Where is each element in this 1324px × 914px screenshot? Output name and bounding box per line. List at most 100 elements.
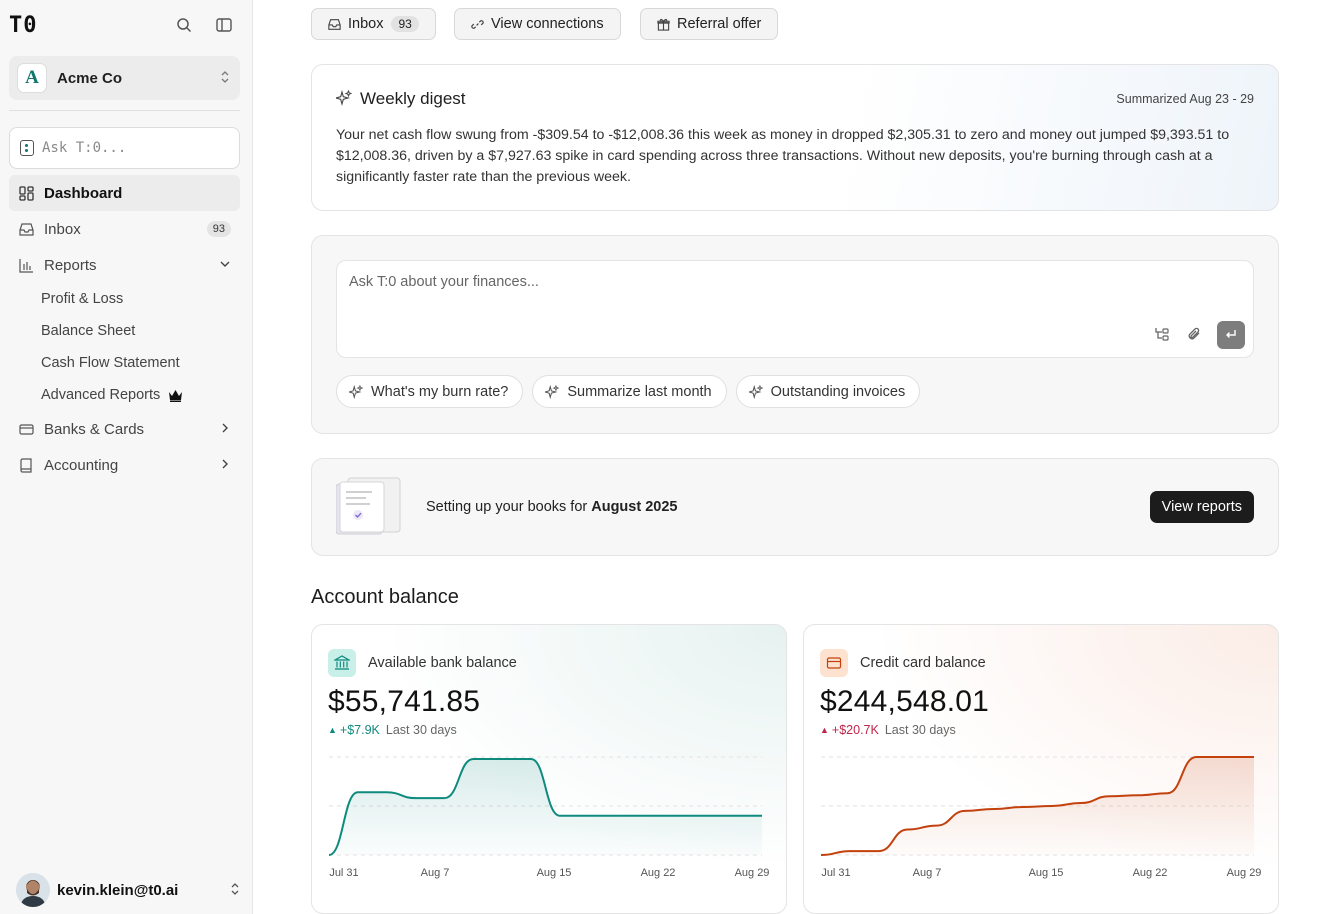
- credit-card-balance-delta: +$20.7K: [831, 723, 879, 737]
- sidebar-item-label: Banks & Cards: [44, 420, 145, 438]
- chat-input[interactable]: [337, 261, 1253, 321]
- ask-box[interactable]: [9, 127, 240, 169]
- bank-icon: [328, 649, 356, 677]
- send-button[interactable]: [1217, 321, 1245, 349]
- x-tick-label: Jul 31: [329, 867, 358, 879]
- digest-date-range: Summarized Aug 23 - 29: [1116, 92, 1254, 106]
- suggestion-chip[interactable]: Summarize last month: [532, 375, 727, 408]
- sidebar-subitem-profit-loss[interactable]: Profit & Loss: [9, 283, 240, 315]
- suggestion-label: Outstanding invoices: [770, 383, 906, 400]
- x-tick-label: Aug 15: [537, 867, 572, 879]
- sidebar-item-dashboard[interactable]: Dashboard: [9, 175, 240, 211]
- org-avatar: A: [17, 63, 47, 93]
- bank-balance-delta: +$7.9K: [339, 723, 380, 737]
- credit-card-balance-card[interactable]: Credit card balance $244,548.01 ▲ +$20.7…: [803, 624, 1279, 914]
- bank-balance-chart: Jul 31 Aug 7 Aug 15 Aug 22 Aug 29: [328, 756, 770, 879]
- books-period: August 2025: [591, 499, 678, 515]
- x-tick-label: Aug 15: [1029, 867, 1064, 879]
- view-connections-label: View connections: [491, 16, 604, 32]
- sidebar-nav: Dashboard Inbox 93 Reports Profit & Loss…: [9, 175, 240, 483]
- inbox-button[interactable]: Inbox 93: [311, 8, 436, 40]
- link-icon: [471, 18, 484, 31]
- sidebar-item-reports[interactable]: Reports: [9, 247, 240, 283]
- x-tick-label: Aug 7: [421, 867, 450, 879]
- ask-input[interactable]: [42, 140, 222, 156]
- inbox-count-badge: 93: [206, 221, 231, 237]
- x-tick-label: Aug 22: [641, 867, 676, 879]
- view-reports-button[interactable]: View reports: [1149, 491, 1254, 523]
- credit-card-icon: [820, 649, 848, 677]
- series-area: [821, 757, 1254, 855]
- sidebar: T0 A Acme Co Dashboard Inbox 93: [0, 0, 253, 914]
- credit-card-icon: [18, 421, 34, 437]
- books-setup-prefix: Setting up your books for: [426, 499, 592, 515]
- bank-balance-label: Available bank balance: [368, 655, 517, 671]
- suggestion-label: What's my burn rate?: [371, 383, 509, 400]
- credit-card-balance-period: Last 30 days: [884, 723, 956, 737]
- sidebar-item-label: Accounting: [44, 456, 119, 474]
- sparkles-icon: [748, 384, 763, 399]
- inbox-icon: [18, 221, 34, 237]
- x-tick-label: Aug 29: [735, 867, 770, 879]
- digest-title: Weekly digest: [360, 89, 466, 108]
- sidebar-subitem-label: Cash Flow Statement: [41, 355, 180, 371]
- org-switcher[interactable]: A Acme Co: [9, 56, 240, 100]
- documents-illustration-icon: [335, 476, 402, 539]
- x-tick-label: Aug 22: [1133, 867, 1168, 879]
- avatar: [16, 873, 50, 907]
- inbox-icon: [328, 18, 341, 31]
- sidebar-item-banks-cards[interactable]: Banks & Cards: [9, 411, 240, 447]
- enter-icon: [1226, 330, 1236, 338]
- x-tick-label: Jul 31: [821, 867, 850, 879]
- referral-offer-button[interactable]: Referral offer: [640, 8, 779, 40]
- divider: [9, 110, 240, 111]
- arrow-up-icon: ▲: [820, 725, 829, 735]
- tree-structure-icon[interactable]: [1153, 325, 1171, 343]
- user-email: kevin.klein@t0.ai: [57, 881, 179, 899]
- ask-finances-card: What's my burn rate? Summarize last mont…: [311, 235, 1279, 434]
- gift-icon: [657, 18, 670, 31]
- inbox-count-badge: 93: [391, 16, 419, 32]
- app-logo[interactable]: T0: [9, 13, 38, 38]
- sidebar-item-inbox[interactable]: Inbox 93: [9, 211, 240, 247]
- sidebar-subitem-balance-sheet[interactable]: Balance Sheet: [9, 315, 240, 347]
- sidebar-toggle-icon[interactable]: [215, 16, 233, 34]
- bank-balance-card[interactable]: Available bank balance $55,741.85 ▲ +$7.…: [311, 624, 787, 914]
- sparkles-icon: [333, 89, 353, 109]
- dashboard-icon: [18, 185, 34, 201]
- org-name: Acme Co: [57, 69, 123, 87]
- sidebar-subitem-cash-flow[interactable]: Cash Flow Statement: [9, 347, 240, 379]
- sidebar-item-label: Inbox: [44, 220, 81, 238]
- view-connections-button[interactable]: View connections: [454, 8, 621, 40]
- chevron-right-icon: [219, 421, 231, 438]
- credit-card-balance-label: Credit card balance: [860, 655, 986, 671]
- account-balance-title: Account balance: [311, 586, 459, 608]
- books-setup-card: Setting up your books for August 2025 Vi…: [311, 458, 1279, 556]
- book-icon: [18, 457, 34, 473]
- search-icon[interactable]: [175, 16, 193, 34]
- sidebar-item-label: Reports: [44, 256, 97, 274]
- books-setup-text: Setting up your books for August 2025: [426, 499, 1150, 515]
- referral-offer-label: Referral offer: [677, 16, 762, 32]
- series-area: [329, 758, 762, 855]
- suggestion-chip[interactable]: Outstanding invoices: [735, 375, 921, 408]
- chevron-up-down-icon: [220, 70, 230, 87]
- suggestion-label: Summarize last month: [567, 383, 712, 400]
- x-tick-label: Aug 7: [913, 867, 942, 879]
- sidebar-subitem-label: Profit & Loss: [41, 291, 124, 307]
- user-menu[interactable]: kevin.klein@t0.ai: [16, 873, 240, 907]
- t0-assistant-icon: [20, 140, 34, 156]
- sparkles-icon: [349, 384, 363, 399]
- bank-balance-period: Last 30 days: [385, 723, 457, 737]
- suggestion-chip[interactable]: What's my burn rate?: [336, 375, 524, 408]
- inbox-button-label: Inbox: [348, 16, 384, 32]
- sidebar-item-accounting[interactable]: Accounting: [9, 447, 240, 483]
- arrow-up-icon: ▲: [328, 725, 337, 735]
- sidebar-subitem-advanced-reports[interactable]: Advanced Reports: [9, 379, 240, 411]
- paperclip-icon[interactable]: [1185, 325, 1203, 343]
- x-tick-label: Aug 29: [1227, 867, 1262, 879]
- credit-card-balance-amount: $244,548.01: [820, 685, 990, 718]
- sidebar-subitem-label: Advanced Reports: [41, 387, 161, 403]
- sidebar-subitem-label: Balance Sheet: [41, 323, 136, 339]
- chevron-down-icon: [219, 257, 231, 274]
